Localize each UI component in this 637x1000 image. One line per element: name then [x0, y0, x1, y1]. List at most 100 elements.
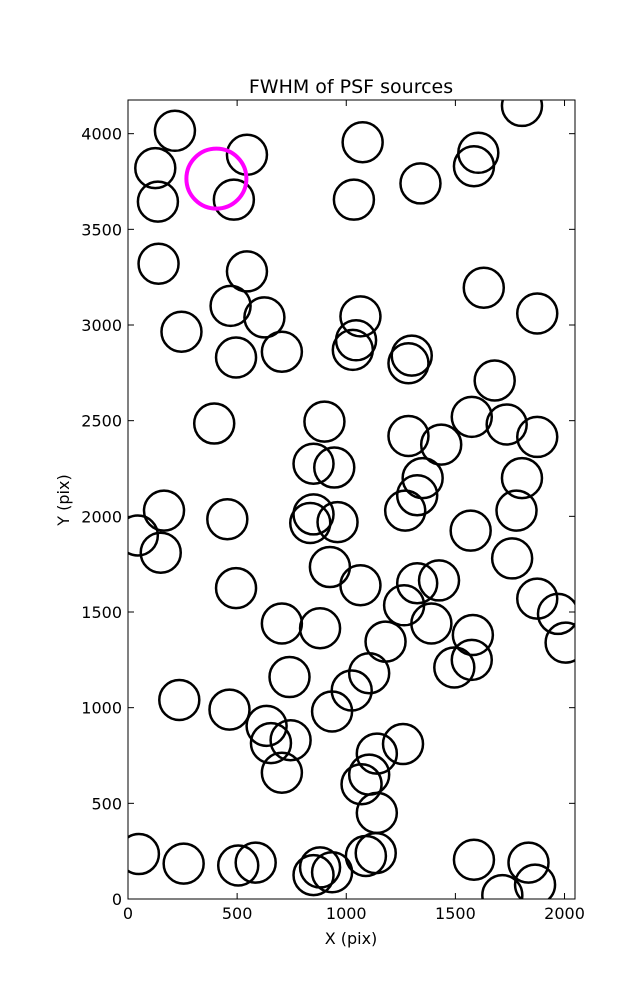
y-tick-label: 3500	[81, 220, 122, 239]
data-point	[206, 497, 249, 541]
data-point	[452, 838, 496, 882]
y-tick-label: 2000	[81, 507, 122, 526]
data-point	[347, 651, 391, 695]
data-point	[234, 841, 277, 884]
data-point	[209, 284, 252, 328]
data-point	[544, 621, 575, 664]
data-point	[536, 592, 575, 636]
data-point	[390, 334, 433, 377]
y-tick-label: 500	[91, 794, 122, 813]
data-point	[339, 563, 382, 607]
data-point	[513, 863, 557, 899]
data-point	[214, 336, 258, 379]
data-point	[490, 537, 534, 580]
data-point	[395, 474, 439, 517]
data-point	[433, 646, 476, 689]
data-point	[288, 501, 332, 545]
y-tick-label: 1500	[81, 603, 122, 622]
data-point	[515, 415, 559, 459]
data-point	[417, 559, 461, 602]
data-points	[128, 100, 575, 899]
data-point	[225, 250, 269, 293]
y-tick-label: 3000	[81, 316, 122, 335]
data-point	[160, 310, 203, 353]
highlight-point	[184, 146, 249, 211]
data-point	[381, 722, 425, 766]
data-point	[331, 328, 375, 372]
data-point	[316, 500, 359, 544]
data-point	[142, 489, 186, 532]
data-point	[208, 688, 251, 731]
data-point	[382, 584, 426, 627]
x-tick-label: 1000	[326, 904, 367, 923]
data-point	[364, 620, 407, 663]
data-point	[162, 842, 205, 885]
data-point	[339, 295, 382, 338]
data-point	[495, 489, 538, 532]
data-point	[245, 704, 288, 748]
y-axis-label: Y (pix)	[54, 474, 73, 526]
data-point	[158, 678, 201, 722]
data-point	[500, 100, 544, 128]
x-tick-label: 1500	[435, 904, 476, 923]
x-axis: 0 500 1000 1500 2000	[123, 100, 585, 923]
data-point	[260, 602, 304, 645]
data-point	[268, 655, 311, 699]
data-point	[212, 178, 256, 221]
data-point	[292, 442, 335, 485]
y-tick-label: 0	[112, 890, 122, 909]
data-point	[214, 566, 258, 610]
data-point	[243, 296, 286, 339]
y-tick-label: 2500	[81, 412, 122, 431]
data-point	[383, 489, 427, 532]
data-point	[481, 873, 524, 899]
data-point	[260, 330, 304, 374]
x-tick-label: 500	[222, 904, 253, 923]
data-point	[401, 456, 444, 500]
data-point	[451, 613, 495, 657]
data-point	[355, 732, 399, 775]
chart-title: FWHM of PSF sources	[249, 76, 453, 98]
data-point	[473, 359, 516, 402]
data-point	[340, 762, 383, 806]
y-axis: 0 500 1000 1500 2000 2500 3000 3500 4000	[81, 125, 575, 909]
data-point	[308, 545, 352, 589]
data-point	[354, 831, 397, 875]
data-point	[216, 844, 260, 887]
data-point	[450, 638, 494, 682]
data-point	[134, 146, 177, 190]
data-point	[419, 423, 463, 466]
data-point	[139, 531, 182, 574]
data-point	[260, 751, 304, 794]
data-point	[485, 403, 528, 446]
data-point	[137, 242, 180, 286]
data-point	[462, 266, 506, 309]
data-point	[387, 342, 430, 385]
data-point	[303, 400, 346, 443]
data-point	[128, 514, 160, 557]
data-point	[457, 131, 500, 175]
data-point	[313, 446, 356, 489]
x-tick-label: 2000	[544, 904, 585, 923]
data-point	[153, 109, 197, 153]
y-tick-label: 4000	[81, 125, 122, 144]
data-point	[192, 402, 236, 445]
data-point	[395, 562, 439, 605]
y-tick-label: 1000	[81, 699, 122, 718]
data-point	[410, 602, 453, 645]
data-point	[341, 121, 384, 164]
data-point	[450, 395, 494, 439]
data-point	[449, 509, 492, 552]
data-point	[310, 690, 354, 733]
data-point	[128, 832, 161, 876]
data-point	[292, 853, 335, 897]
data-point	[507, 841, 550, 884]
data-point	[136, 180, 180, 223]
x-axis-label: X (pix)	[325, 929, 378, 948]
data-point	[515, 292, 559, 335]
x-tick-label: 0	[123, 904, 133, 923]
data-point	[515, 577, 559, 620]
data-point	[332, 178, 376, 221]
data-point	[452, 144, 496, 188]
